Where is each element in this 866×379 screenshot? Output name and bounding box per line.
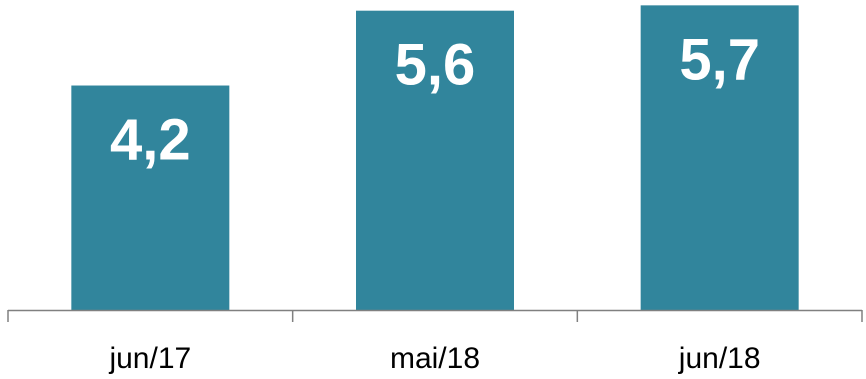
x-tick-label: jun/18 xyxy=(678,342,761,375)
x-axis-tick-labels: jun/17 mai/18 jun/18 xyxy=(108,342,760,375)
x-axis-ticks xyxy=(8,310,862,322)
x-tick-label: jun/17 xyxy=(108,342,191,375)
bar-value-label: 4,2 xyxy=(110,108,191,173)
bar-value-label: 5,6 xyxy=(395,33,476,98)
x-tick-label: mai/18 xyxy=(390,342,480,375)
bar-value-label: 5,7 xyxy=(679,27,760,92)
